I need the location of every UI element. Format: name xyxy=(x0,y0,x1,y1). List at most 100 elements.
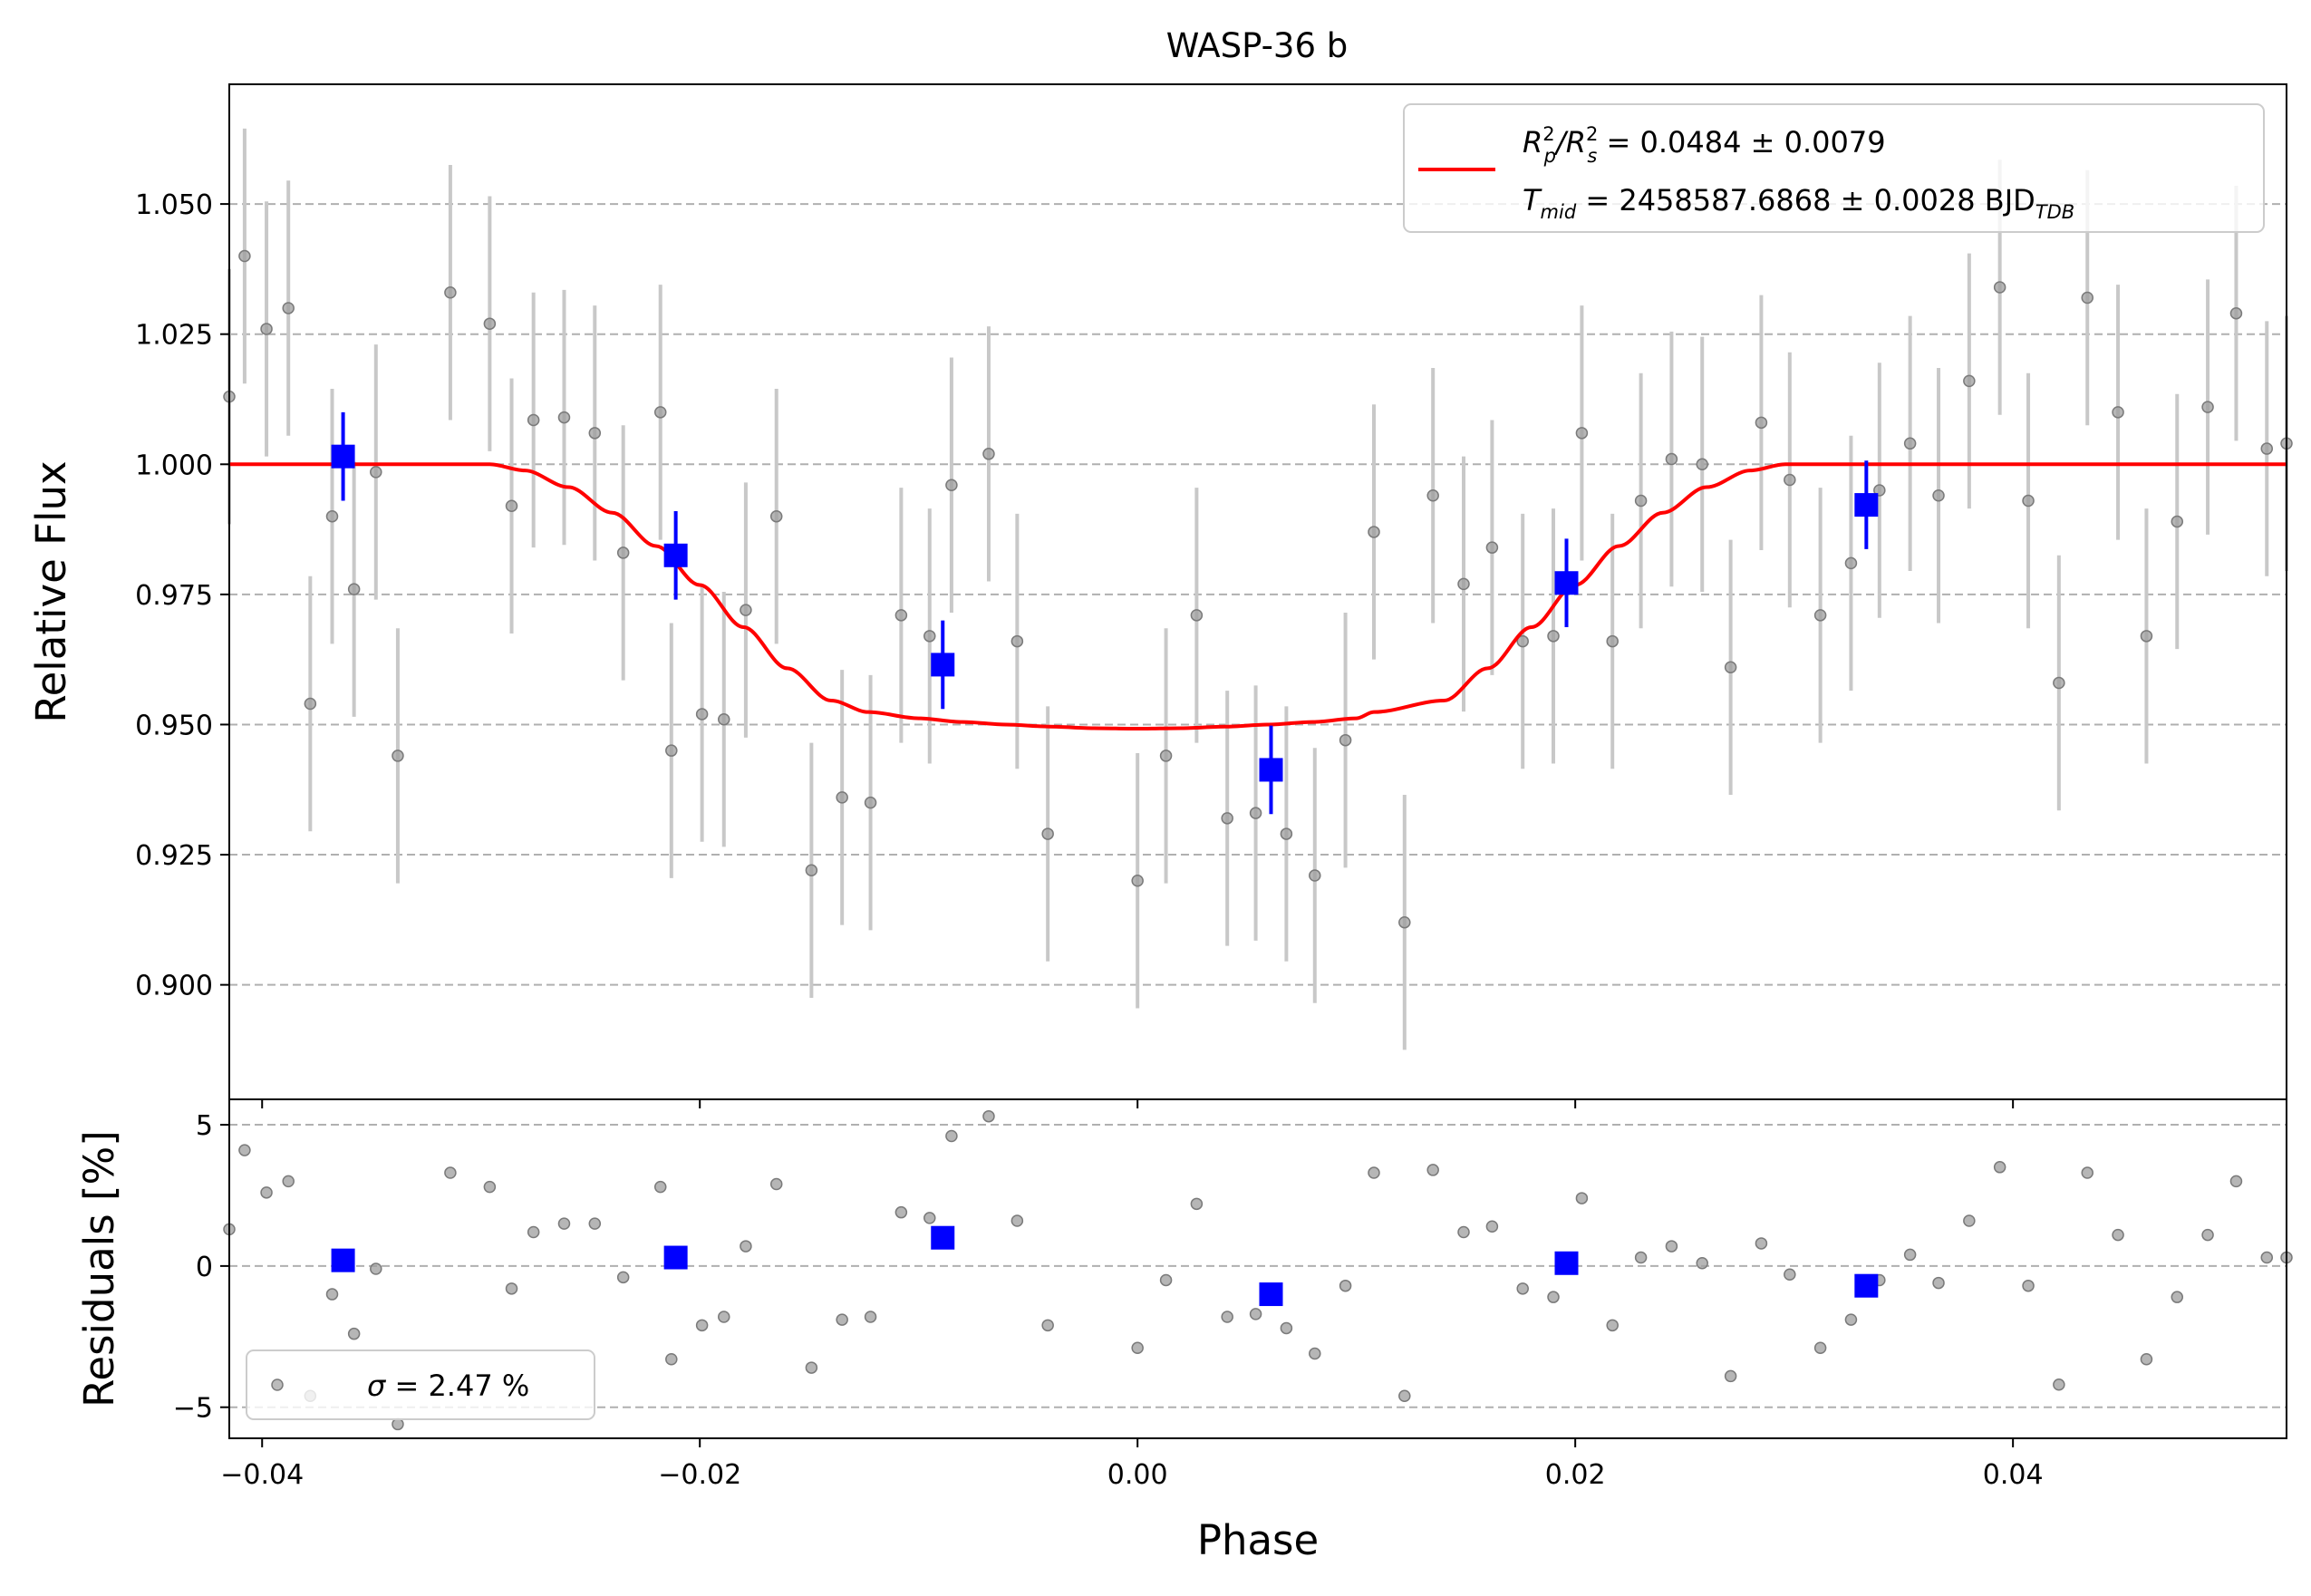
raw-data-point xyxy=(1844,556,1858,570)
residual-point xyxy=(740,1240,752,1253)
raw-data-point xyxy=(1426,488,1439,502)
legend-sigma-text: σ = 2.47 % xyxy=(367,1369,529,1403)
residual-y-tick-label: −5 xyxy=(173,1393,213,1425)
raw-data-point xyxy=(1190,609,1204,622)
residual-point xyxy=(2260,1251,2274,1264)
residual-point xyxy=(616,1271,630,1284)
raw-data-point xyxy=(740,604,752,616)
main-y-tick-label: 1.025 xyxy=(135,320,213,352)
residual-binned-point xyxy=(331,1248,355,1272)
residual-point xyxy=(695,1319,709,1332)
residual-point xyxy=(1665,1240,1678,1253)
legend-residual-marker xyxy=(271,1378,284,1391)
residual-x-ticks: −0.04 −0.02 0.00 0.02 0.04 xyxy=(220,1438,2044,1491)
raw-data-point xyxy=(1398,915,1411,929)
residual-point xyxy=(1993,1161,2006,1174)
residual-point xyxy=(864,1311,877,1323)
binned-data-point xyxy=(1854,493,1879,517)
main-y-ticks: 0.900 0.925 0.950 0.975 1.000 1.025 1.050 xyxy=(135,189,229,1002)
residual-binned-point xyxy=(931,1225,955,1250)
residual-point xyxy=(1813,1341,1827,1355)
raw-data-point xyxy=(1634,494,1648,508)
raw-data-point xyxy=(864,796,877,809)
residual-point xyxy=(1457,1225,1470,1239)
residual-point xyxy=(527,1225,540,1239)
raw-data-point xyxy=(1309,869,1321,882)
binned-data-point xyxy=(331,444,355,469)
residual-point xyxy=(923,1212,936,1224)
raw-data-point xyxy=(718,712,730,726)
raw-data-point xyxy=(1724,661,1737,674)
raw-data-point xyxy=(2229,306,2243,320)
raw-data-point xyxy=(1457,577,1470,591)
residual-point xyxy=(718,1311,730,1323)
raw-data-point xyxy=(1131,875,1144,887)
residual-y-tick-label: 0 xyxy=(196,1252,213,1283)
residual-point xyxy=(1903,1248,1917,1262)
raw-data-point xyxy=(616,547,630,559)
residual-y-ticks: −5 0 5 xyxy=(173,1110,229,1425)
raw-data-point xyxy=(1813,609,1827,622)
raw-data-point xyxy=(695,708,709,721)
chart-title: WASP-36 b xyxy=(1166,26,1349,65)
residual-point xyxy=(1606,1319,1619,1332)
residual-point xyxy=(836,1313,848,1326)
residual-point xyxy=(1724,1369,1737,1383)
transit-model-line xyxy=(229,462,2287,731)
residual-point xyxy=(769,1177,783,1191)
raw-data-point xyxy=(982,448,995,460)
raw-data-point xyxy=(1963,374,1976,388)
raw-data-point xyxy=(505,499,518,512)
y-axis-label-flux: Relative Flux xyxy=(27,460,75,722)
main-y-tick-label: 0.925 xyxy=(135,840,213,872)
main-y-tick-label: 1.000 xyxy=(135,450,213,481)
raw-data-point xyxy=(483,317,497,330)
raw-data-point xyxy=(653,406,667,419)
raw-data-point xyxy=(1010,634,1024,648)
y-axis-label-residuals: Residuals [%] xyxy=(75,1130,123,1407)
residual-point xyxy=(505,1282,518,1295)
residual-point xyxy=(238,1144,251,1156)
raw-data-point xyxy=(2260,442,2274,455)
residual-point xyxy=(1932,1276,1945,1290)
residual-y-tick-label: 5 xyxy=(196,1110,213,1142)
raw-data-point xyxy=(1993,281,2006,294)
main-raw-points xyxy=(223,249,2293,929)
residual-point xyxy=(1963,1214,1976,1227)
residual-point xyxy=(325,1288,339,1301)
main-y-tick-label: 0.950 xyxy=(135,710,213,741)
residual-point xyxy=(1131,1341,1144,1355)
raw-data-point xyxy=(805,864,818,877)
residual-point xyxy=(1426,1164,1439,1176)
residual-point xyxy=(2053,1378,2065,1391)
residual-point xyxy=(1368,1166,1380,1179)
raw-data-point xyxy=(894,609,908,622)
residual-point xyxy=(1547,1291,1560,1303)
raw-data-point xyxy=(1784,473,1796,487)
residual-binned-point xyxy=(1854,1273,1879,1298)
residual-point xyxy=(557,1217,571,1230)
raw-data-point xyxy=(1547,630,1560,643)
raw-data-point xyxy=(1696,458,1708,471)
residual-binned-points xyxy=(331,1225,1879,1307)
residual-point xyxy=(1696,1257,1708,1270)
residual-point xyxy=(588,1217,602,1230)
residual-point xyxy=(392,1417,404,1431)
residual-point xyxy=(347,1327,361,1340)
raw-data-point xyxy=(325,509,339,523)
residual-point xyxy=(2140,1352,2153,1366)
main-binned-points xyxy=(331,411,1879,815)
raw-data-point xyxy=(1485,541,1499,554)
raw-data-point xyxy=(2140,630,2153,643)
raw-data-point xyxy=(1368,526,1380,538)
binned-data-point xyxy=(663,543,688,567)
residual-point xyxy=(1221,1311,1233,1323)
x-tick-label: 0.00 xyxy=(1107,1459,1168,1491)
binned-data-point xyxy=(1554,571,1579,595)
raw-data-point xyxy=(2081,291,2093,305)
raw-data-point xyxy=(945,479,958,492)
residual-binned-point xyxy=(1554,1251,1579,1275)
residual-point xyxy=(653,1180,667,1194)
raw-data-point xyxy=(1221,812,1233,825)
raw-data-point xyxy=(1903,437,1917,450)
